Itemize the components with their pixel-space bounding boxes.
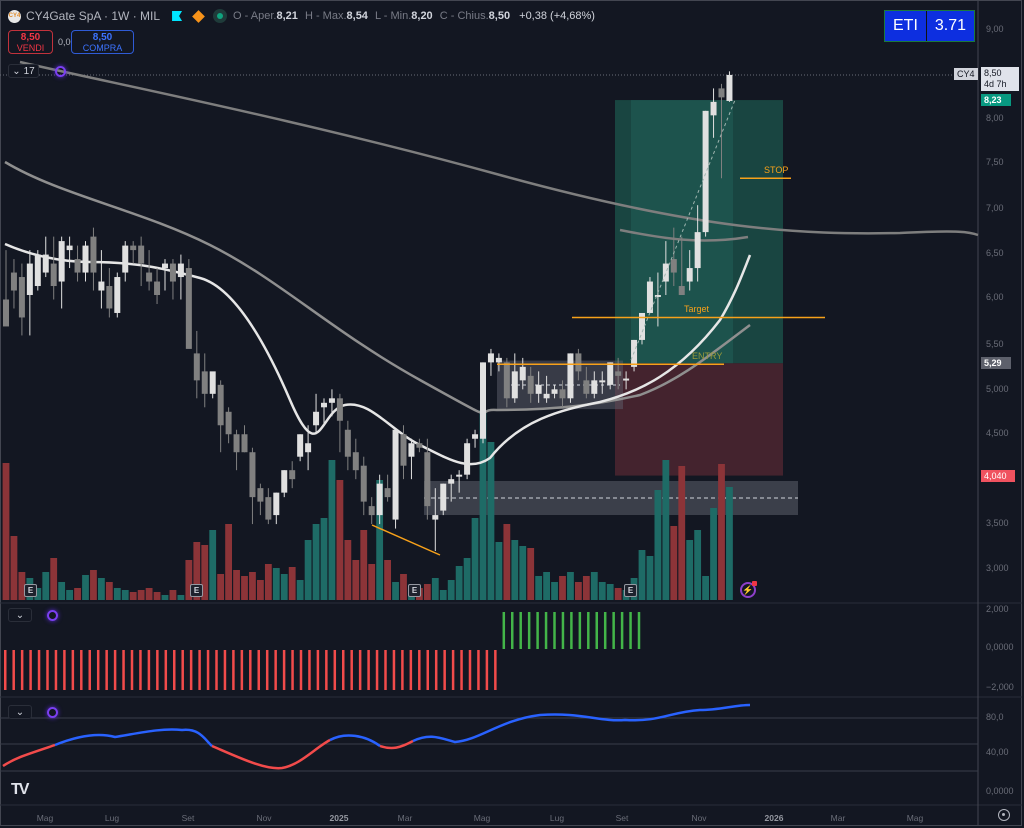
chevron-down-icon: ⌄ — [15, 706, 25, 718]
symbol-header: CY4 CY4Gate SpA · 1W · MIL O - Aper.8,21… — [8, 7, 595, 25]
sell-label: VENDI — [16, 43, 45, 53]
symbol-tag: CY4 — [954, 68, 978, 80]
close-value: 8,50 — [488, 10, 511, 22]
last-price: 8,50 — [984, 68, 1002, 78]
price-tick: 7,00 — [986, 203, 1004, 213]
osc2-tick: 80,0 — [986, 712, 1004, 722]
eti-label: ETI — [893, 17, 918, 34]
symbol-logo: CY4 — [8, 9, 21, 23]
time-tick: Mar — [830, 813, 846, 823]
price-tick: 6,00 — [986, 292, 1004, 302]
flag-icon[interactable] — [172, 11, 183, 21]
osc2-tick: 0,0000 — [986, 786, 1014, 796]
open-label: O - Aper. — [233, 10, 277, 22]
target-annotation[interactable]: Target — [684, 304, 710, 314]
diamond-icon[interactable] — [192, 9, 205, 23]
chevron-down-icon: ⌄ — [12, 65, 21, 77]
buy-button[interactable]: 8,50 COMPRA — [71, 30, 134, 54]
symbol-title[interactable]: CY4Gate SpA · 1W · MIL — [26, 9, 161, 23]
price-tick: 3,500 — [986, 518, 1009, 528]
stop-annotation[interactable]: STOP — [764, 165, 789, 175]
osc2-tick: 40,00 — [986, 747, 1009, 757]
time-tick: 2026 — [764, 813, 784, 823]
oscillator-1-collapse-button[interactable]: ⌄ — [8, 608, 32, 622]
time-tick: Lug — [104, 813, 120, 823]
price-tick: 7,50 — [986, 157, 1004, 167]
eti-badge: ETI 3.71 — [884, 10, 976, 42]
earnings-badge[interactable]: E — [24, 584, 37, 597]
price-tick: 5,000 — [986, 384, 1009, 394]
status-dot-icon[interactable] — [213, 9, 228, 23]
ohlc-values: O - Aper.8,21 H - Max.8,54 L - Min.8,20 … — [233, 10, 595, 22]
sell-price: 8,50 — [20, 32, 41, 43]
last-price-tag: 8,50 4d 7h — [981, 67, 1019, 91]
ma-price-tag: 8,23 — [981, 94, 1011, 106]
spread-value: 0,00 — [58, 37, 76, 47]
entry-price-tag: 5,29 — [981, 357, 1011, 369]
time-tick: Mag — [473, 813, 491, 823]
earnings-badge[interactable]: E — [190, 584, 203, 597]
low-price-tag: 4,040 — [981, 470, 1015, 482]
time-tick: Set — [181, 813, 195, 823]
change-value: +0,38 (+4,68%) — [519, 10, 595, 22]
osc1-tick: 2,000 — [986, 604, 1009, 614]
high-label: H - Max. — [304, 10, 347, 22]
low-value: 8,20 — [411, 10, 433, 22]
price-tick: 6,50 — [986, 248, 1004, 258]
time-tick: Lug — [549, 813, 565, 823]
entry-annotation[interactable]: ENTRY — [692, 351, 723, 361]
sync-icon[interactable] — [47, 610, 58, 621]
osc1-tick: −2,000 — [986, 682, 1014, 692]
oscillator-2-collapse-button[interactable]: ⌄ — [8, 705, 32, 719]
event-bolt-icon[interactable]: ⚡ — [740, 581, 757, 598]
buy-price: 8,50 — [92, 32, 113, 43]
time-tick: Mar — [397, 813, 413, 823]
earnings-badge[interactable]: E — [624, 584, 637, 597]
price-tick: 9,00 — [986, 24, 1004, 34]
bar-countdown: 4d 7h — [984, 79, 1007, 89]
time-tick: Mag — [36, 813, 54, 823]
time-tick: Nov — [256, 813, 272, 823]
indicators-collapse-button[interactable]: ⌄ 17 — [8, 64, 39, 78]
open-value: 8,21 — [276, 10, 298, 22]
earnings-badge[interactable]: E — [408, 584, 421, 597]
price-tick: 8,00 — [986, 113, 1004, 123]
tradingview-logo[interactable]: TV — [11, 781, 30, 798]
price-tick: 4,500 — [986, 428, 1009, 438]
high-value: 8,54 — [346, 10, 368, 22]
indicator-count: 17 — [23, 65, 35, 77]
time-tick: Mag — [906, 813, 924, 823]
sync-icon[interactable] — [55, 66, 66, 77]
time-tick: 2025 — [329, 813, 349, 823]
sync-icon[interactable] — [47, 707, 58, 718]
low-label: L - Min. — [375, 10, 412, 22]
osc1-tick: 0,0000 — [986, 642, 1014, 652]
chevron-down-icon: ⌄ — [15, 609, 25, 621]
buy-label: COMPRA — [82, 43, 123, 53]
time-tick: Set — [615, 813, 629, 823]
time-tick: Nov — [691, 813, 707, 823]
price-tick: 3,000 — [986, 563, 1009, 573]
sell-button[interactable]: 8,50 VENDI — [8, 30, 53, 54]
settings-gear-icon[interactable] — [998, 809, 1010, 821]
price-tick: 5,50 — [986, 339, 1004, 349]
close-label: C - Chius. — [439, 10, 489, 22]
eti-value: 3.71 — [925, 11, 974, 41]
